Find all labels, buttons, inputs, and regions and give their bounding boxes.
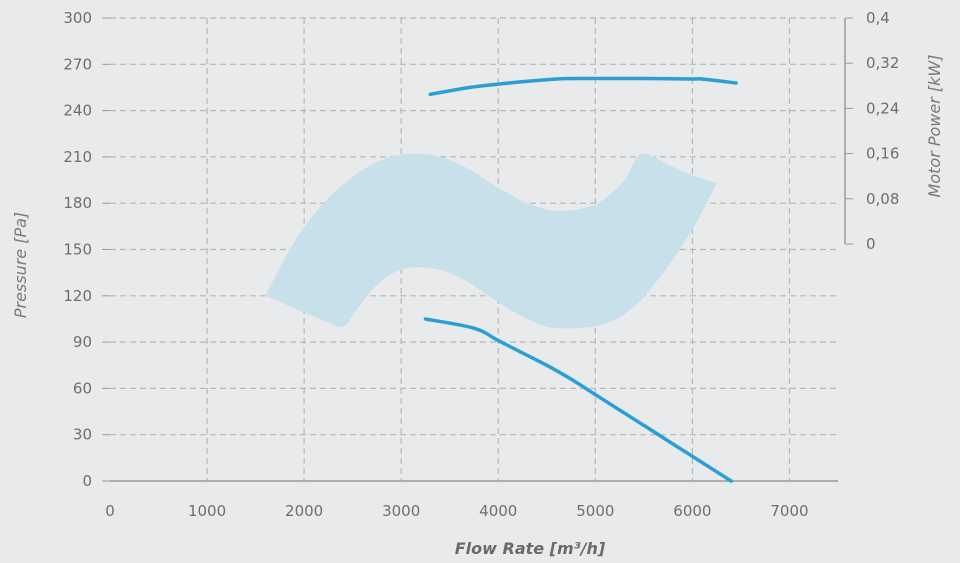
- y-tick-label: 210: [63, 148, 92, 166]
- y-tick-label: 120: [63, 287, 92, 305]
- y-tick-label: 180: [63, 194, 92, 212]
- x-tick-label: 5000: [576, 502, 614, 520]
- y-tick-label: 60: [73, 379, 92, 397]
- y2-tick-label: 0,32: [866, 54, 899, 72]
- motor-power-curve: [428, 76, 738, 97]
- pressure-curve: [423, 317, 733, 483]
- operating-range-area: [265, 153, 717, 329]
- y-tick-label: 0: [82, 472, 92, 490]
- y-tick-label: 30: [73, 426, 92, 444]
- x-tick-label: 7000: [770, 502, 808, 520]
- y-tick-label: 270: [63, 55, 92, 73]
- y2-tick-label: 0,24: [866, 99, 899, 117]
- x-tick-label: 4000: [479, 502, 517, 520]
- y2-tick-label: 0: [866, 235, 876, 253]
- x-tick-label: 0: [105, 502, 115, 520]
- y-tick-label: 150: [63, 241, 92, 259]
- y2-tick-label: 0,08: [866, 190, 899, 208]
- y2-tick-label: 0,4: [866, 9, 890, 27]
- x-tick-label: 3000: [382, 502, 420, 520]
- x-tick-label: 1000: [188, 502, 226, 520]
- x-axis-title: Flow Rate [m³/h]: [455, 539, 606, 558]
- y2-tick-label: 0,16: [866, 145, 899, 163]
- x-tick-label: 2000: [285, 502, 323, 520]
- y2-axis-title: Motor Power [kW]: [925, 55, 944, 198]
- axes: [102, 17, 853, 482]
- series-lines: [423, 76, 738, 483]
- y-tick-label: 240: [63, 102, 92, 120]
- y-tick-label: 90: [73, 333, 92, 351]
- y-axis-title: Pressure [Pa]: [11, 212, 30, 318]
- x-tick-label: 6000: [673, 502, 711, 520]
- operating-range-band: [265, 153, 717, 329]
- y-tick-label: 300: [63, 9, 92, 27]
